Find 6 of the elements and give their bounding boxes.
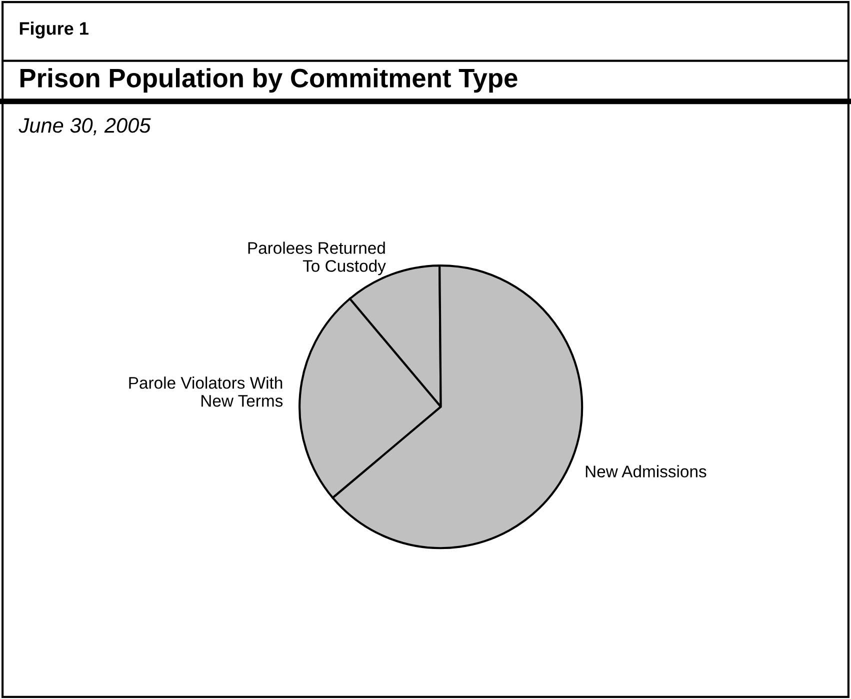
slice-label: New Admissions <box>586 465 706 478</box>
slice-label: Parole Violators With New Terms <box>129 376 283 407</box>
caption: Figure 1 <box>20 22 88 39</box>
slice-label: Parolees Returned To Custody <box>248 242 386 276</box>
chart-subtitle: June 30, 2005 <box>18 118 151 136</box>
chart-title: Prison Population by Commitment Type <box>20 68 518 93</box>
